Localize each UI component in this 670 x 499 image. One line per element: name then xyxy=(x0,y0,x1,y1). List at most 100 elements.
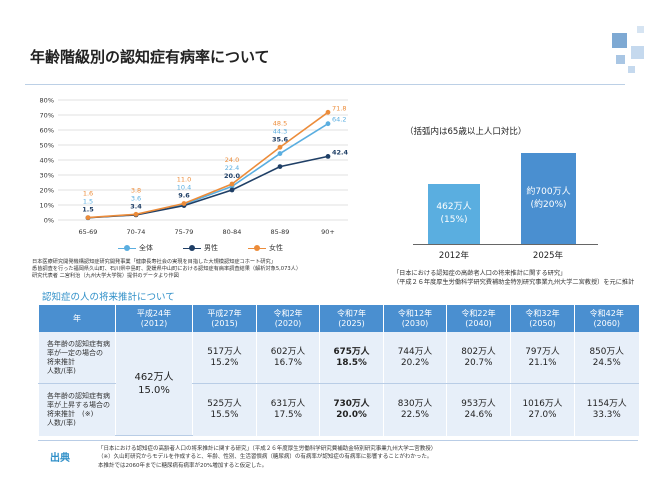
series-male-data-label: 3.4 xyxy=(130,202,142,210)
row-header-line: 率が上昇する場合の xyxy=(47,400,110,409)
table-cell: 1016万人 27.0% xyxy=(510,383,575,436)
row-header-line: 将来推計 xyxy=(47,357,75,366)
series-female-point xyxy=(133,211,139,217)
cell-rate: 18.5% xyxy=(336,357,367,368)
cell-count: 802万人 xyxy=(461,346,496,357)
year-ad: (2050) xyxy=(529,318,556,328)
legend-item-male: 男性 xyxy=(183,243,218,253)
footer-line: （※）久山町研究からモデルを作成すると、年齢、性別、生活習慣病（糖尿病）の有病率… xyxy=(98,454,433,461)
bar-2012-ratio: (15%) xyxy=(440,214,468,225)
cell-rate: 24.6% xyxy=(464,409,493,420)
year-era: 令和32年 xyxy=(525,308,560,318)
year-ad: (2012) xyxy=(140,318,168,328)
chart-source-note: 日本医療研究開発機構認知症研究開発事業「健康長寿社会の実現を目指した大規模認知症… xyxy=(32,259,392,281)
legend-swatch-all xyxy=(118,245,136,251)
cell-rate: 33.3% xyxy=(592,409,621,420)
row-header-line: 率が一定の場合の xyxy=(47,348,103,357)
cell-rate: 24.5% xyxy=(592,357,621,368)
bar-2025-value: 約700万人 xyxy=(526,186,571,197)
year-era: 平成24年 xyxy=(136,308,172,318)
chart-legend: 全体 男性 女性 xyxy=(118,243,283,253)
year-era: 令和12年 xyxy=(397,308,433,318)
row-header-line: 各年齢の認知症有病 xyxy=(47,339,110,348)
cell-count: 830万人 xyxy=(397,398,433,409)
year-ad: (2025) xyxy=(338,318,365,328)
table-cell: 802万人 20.7% xyxy=(446,332,511,385)
x-tick-label: 75-79 xyxy=(175,228,194,236)
table-cell: 631万人 17.5% xyxy=(256,383,320,436)
cell-count: 517万人 xyxy=(207,346,242,357)
series-female-data-label: 24.0 xyxy=(225,156,239,164)
x-tick-label: 70-74 xyxy=(127,228,146,236)
y-tick-label: 60% xyxy=(40,127,54,135)
table-cell: 830万人 22.5% xyxy=(383,383,447,436)
cell-rate: 20.7% xyxy=(464,357,493,368)
cell-rate: 21.1% xyxy=(528,357,557,368)
cell-count: 602万人 xyxy=(270,346,306,357)
cell-count: 631万人 xyxy=(270,398,306,409)
legend-label-male: 男性 xyxy=(204,244,218,252)
table-corner: 年 xyxy=(38,305,116,332)
row-header-line: 人数/(率) xyxy=(47,366,76,375)
base-count: 462万人 xyxy=(134,371,174,383)
bar-2025-label: 2025年 xyxy=(532,251,564,261)
series-male-data-label: 1.5 xyxy=(82,206,94,214)
cell-count: 675万人 xyxy=(333,346,370,357)
y-tick-label: 80% xyxy=(40,97,54,105)
series-all-point xyxy=(325,121,331,127)
table-cell-highlight: 675万人 18.5% xyxy=(319,332,384,385)
legend-label-female: 女性 xyxy=(269,244,283,252)
series-female-data-label: 1.6 xyxy=(83,190,93,198)
x-tick-label: 90+ xyxy=(321,228,335,236)
year-ad: (2040) xyxy=(465,318,492,328)
year-ad: (2030) xyxy=(401,318,429,328)
series-male-point xyxy=(277,164,283,169)
table-cell: 953万人 24.6% xyxy=(446,383,511,436)
future-estimate-table: 年 平成24年 (2012) 平成27年 (2015) 令和2年 (2020) 令和7… xyxy=(38,305,639,436)
bar-2025: 約700万人 (約20%) xyxy=(521,153,576,244)
bar-chart-baseline xyxy=(413,244,598,245)
footer-line: 本推計では2060年までに糖尿病有病率が20%増加すると仮定した。 xyxy=(98,462,268,469)
year-header: 令和22年 (2040) xyxy=(446,305,511,332)
series-female-data-label: 3.8 xyxy=(131,186,141,194)
legend-item-all: 全体 xyxy=(118,243,153,253)
row-header-line: 将来推計 (※) xyxy=(47,409,94,418)
row-header-rising: 各年齢の認知症有病 率が上昇する場合の 将来推計 (※) 人数/(率) xyxy=(38,383,116,436)
footer-line: 「日本における認知症の高齢者人口の将来推計に関する研究」（平成２６年度厚生労働科… xyxy=(98,446,437,452)
chart-source-line: 悉皆調査を行った福岡県久山町、石川県中島町、愛媛県中山町における認知症有病率調査… xyxy=(32,266,302,273)
row-header-line: 人数/(率) xyxy=(47,418,76,427)
year-ad: (2015) xyxy=(211,318,238,328)
series-all-data-label: 22.4 xyxy=(225,164,239,172)
row-header-constant: 各年齢の認知症有病 率が一定の場合の 将来推計 人数/(率) xyxy=(38,332,116,385)
cell-rate: 20.0% xyxy=(336,409,367,420)
cell-rate: 17.5% xyxy=(274,409,302,420)
year-ad: (2020) xyxy=(274,318,302,328)
cell-count: 744万人 xyxy=(397,346,433,357)
cell-count: 797万人 xyxy=(525,346,560,357)
series-female-data-label: 11.0 xyxy=(177,176,191,184)
series-male-data-label: 42.4 xyxy=(332,148,349,156)
footer-divider xyxy=(38,440,638,441)
series-female-point xyxy=(181,201,187,206)
year-header: 令和42年 (2060) xyxy=(574,305,639,332)
chart-source-line: 研究代表者 二宮利治（九州大学大学院）提供のデータより作図 xyxy=(32,273,179,280)
chart-source-line: 日本医療研究開発機構認知症研究開発事業「健康長寿社会の実現を目指した大規模認知症… xyxy=(32,259,276,265)
cell-count: 1154万人 xyxy=(586,398,627,409)
base-2012-cell: 462万人 15.0% xyxy=(115,332,193,436)
footer-source-text: 「日本における認知症の高齢者人口の将来推計に関する研究」（平成２６年度厚生労働科… xyxy=(98,445,436,470)
series-male-data-label: 9.6 xyxy=(178,192,190,200)
year-era: 令和2年 xyxy=(273,308,303,318)
series-female-point xyxy=(325,109,331,115)
cell-count: 1016万人 xyxy=(522,398,563,409)
table-row-constant: 各年齢の認知症有病 率が一定の場合の 将来推計 人数/(率) 462万人 15.… xyxy=(38,332,639,436)
cell-rate: 15.2% xyxy=(210,357,239,368)
y-tick-label: 50% xyxy=(40,142,54,150)
bar-source-line: （平成２６年度厚生労働科学研究費補助金特別研究事業九州大学二宮教授）を元に推計 xyxy=(393,279,635,286)
base-rate: 15.0% xyxy=(138,384,170,396)
series-female-point xyxy=(229,181,235,187)
x-tick-label: 65-69 xyxy=(79,228,98,236)
series-female-line xyxy=(87,111,329,219)
series-all-data-label: 1.5 xyxy=(83,198,93,206)
cell-count: 850万人 xyxy=(589,346,624,357)
section-title: 認知症の人の将来推計について xyxy=(42,292,175,303)
